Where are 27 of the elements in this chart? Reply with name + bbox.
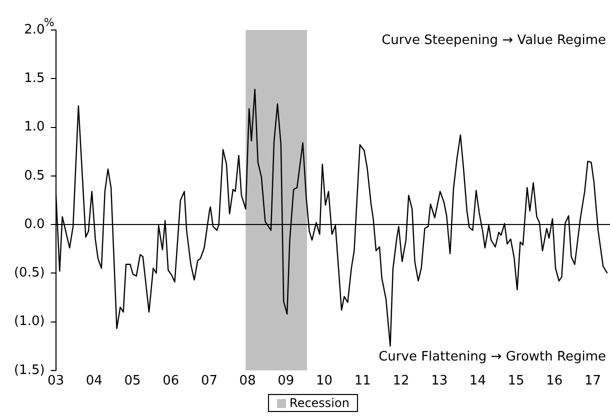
x-tick-label: 04: [86, 374, 102, 389]
y-tick-label: 0.0: [24, 216, 45, 232]
annotation: Curve Flattening → Growth Regime: [378, 349, 606, 364]
legend-label: Recession: [290, 396, 350, 410]
y-tick-label: (1.5): [14, 362, 45, 378]
x-tick-label: 11: [354, 374, 371, 389]
x-tick-label: 08: [239, 374, 256, 389]
x-tick-label: 07: [200, 374, 218, 389]
x-tick-label: 10: [316, 374, 333, 389]
annotation: Curve Steepening → Value Regime: [382, 33, 606, 48]
x-tick-label: 06: [162, 374, 180, 389]
x-tick-label: 12: [392, 374, 410, 389]
y-axis-title: %: [44, 16, 54, 29]
x-tick-label: 05: [124, 374, 141, 389]
x-tick-label: 09: [278, 374, 294, 389]
y-tick-label: (1.0): [14, 314, 45, 330]
y-tick-label: (0.5): [14, 266, 45, 281]
y-tick-label: 0.5: [24, 168, 45, 184]
y-tick-label: 1.5: [24, 71, 45, 86]
y-tick-label: 2.0: [24, 22, 45, 38]
x-tick-label: 03: [48, 374, 64, 389]
x-tick-label: 17: [584, 374, 602, 389]
x-tick-label: 13: [431, 374, 448, 389]
y-tick-label: 1.0: [24, 120, 45, 135]
x-tick-label: 16: [546, 374, 563, 389]
x-tick-label: 15: [508, 374, 524, 389]
x-tick-label: 14: [469, 374, 486, 389]
